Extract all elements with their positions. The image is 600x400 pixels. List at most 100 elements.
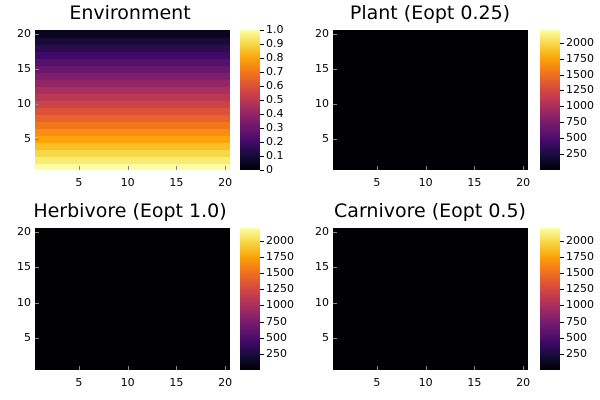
y-tick-label: 20 bbox=[17, 26, 31, 40]
colorbar-tick-mark bbox=[560, 289, 564, 291]
y-tick-mark bbox=[35, 33, 39, 35]
heatmap-row bbox=[35, 51, 230, 59]
colorbar-tick-label: 1750 bbox=[566, 51, 594, 65]
x-tick-mark bbox=[176, 166, 178, 170]
y-tick-mark bbox=[333, 33, 337, 35]
heatmap-row bbox=[35, 65, 230, 73]
colorbar-tick-mark bbox=[560, 42, 564, 44]
colorbar-tick-mark bbox=[560, 257, 564, 259]
x-tick-mark bbox=[225, 366, 227, 370]
chart-title: Environment bbox=[69, 2, 191, 24]
colorbar-tick-label: 0.7 bbox=[266, 65, 284, 78]
heatmap-row bbox=[333, 341, 528, 350]
colorbar-tick-label: 0.5 bbox=[266, 93, 284, 106]
x-tick-mark bbox=[376, 166, 378, 170]
colorbar-tick-mark bbox=[560, 154, 564, 156]
heatmap-row bbox=[35, 100, 230, 108]
heatmap-row bbox=[333, 93, 528, 101]
heatmap-row bbox=[35, 121, 230, 129]
y-tick-mark bbox=[333, 68, 337, 70]
heatmap-row bbox=[333, 156, 528, 164]
heatmap-row bbox=[35, 142, 230, 150]
colorbar-tick-label: 2000 bbox=[566, 233, 594, 247]
x-tick-label: 20 bbox=[218, 176, 233, 189]
heatmap-row bbox=[35, 79, 230, 87]
heatmap-row bbox=[333, 327, 528, 336]
heatmap-row bbox=[35, 128, 230, 136]
heatmap-row bbox=[333, 256, 528, 265]
colorbar-tick-label: 0.1 bbox=[266, 149, 284, 162]
heatmap-plot bbox=[333, 30, 528, 170]
colorbar-tick-mark bbox=[560, 74, 564, 76]
y-tick-mark bbox=[35, 231, 39, 233]
heatmap-row bbox=[35, 306, 230, 314]
heatmap-row bbox=[333, 121, 528, 129]
colorbar-tick-mark bbox=[260, 289, 264, 291]
x-tick-mark bbox=[225, 166, 227, 170]
colorbar-tick-label: 0.8 bbox=[266, 51, 284, 64]
y-tick-mark bbox=[35, 302, 39, 304]
heatmap-row bbox=[35, 242, 230, 250]
colorbar-tick-label: 1250 bbox=[566, 83, 594, 97]
heatmap-row bbox=[333, 242, 528, 250]
y-tick-mark bbox=[35, 103, 39, 105]
colorbar-tick-mark bbox=[260, 156, 264, 157]
colorbar-tick-label: 0.3 bbox=[266, 121, 284, 134]
colorbar-tick-label: 1000 bbox=[566, 298, 594, 312]
y-tick-mark bbox=[333, 267, 337, 269]
y-tick-label: 5 bbox=[24, 131, 31, 145]
heatmap-row bbox=[35, 249, 230, 257]
colorbar-tick-mark bbox=[260, 305, 264, 307]
heatmap-row bbox=[333, 235, 528, 243]
heatmap-row bbox=[333, 355, 528, 364]
colorbar-tick-mark bbox=[260, 353, 264, 355]
heatmap-row bbox=[333, 313, 528, 321]
y-tick-mark bbox=[333, 302, 337, 304]
heatmap-row bbox=[333, 30, 528, 38]
heatmap-row bbox=[333, 284, 528, 293]
chart-title: Plant (Eopt 0.25) bbox=[349, 2, 511, 24]
heatmap-row bbox=[35, 341, 230, 350]
heatmap-row bbox=[35, 156, 230, 164]
colorbar-tick-label: 1.0 bbox=[266, 23, 284, 36]
heatmap-row bbox=[333, 100, 528, 108]
heatmap-row bbox=[333, 51, 528, 59]
colorbar-tick-mark bbox=[560, 240, 564, 242]
y-tick-mark bbox=[35, 338, 39, 340]
heatmap-row bbox=[333, 135, 528, 143]
heatmap-plot bbox=[333, 228, 528, 370]
colorbar-tick-label: 250 bbox=[266, 346, 287, 360]
heatmap-row bbox=[333, 58, 528, 66]
heatmap-row bbox=[35, 299, 230, 307]
heatmap-row bbox=[333, 306, 528, 314]
heatmap-row bbox=[35, 235, 230, 243]
colorbar-tick-label: 2000 bbox=[566, 35, 594, 49]
colorbar-tick-mark bbox=[560, 273, 564, 275]
x-tick-mark bbox=[425, 366, 427, 370]
colorbar-tick-mark bbox=[560, 122, 564, 124]
colorbar-tick-label: 1500 bbox=[566, 266, 594, 280]
colorbar-tick-label: 250 bbox=[566, 147, 587, 161]
heatmap-row bbox=[333, 114, 528, 122]
colorbar-tick-label: 1000 bbox=[266, 298, 294, 312]
x-tick-label: 15 bbox=[169, 176, 184, 189]
heatmap-plot bbox=[35, 30, 230, 170]
x-tick-label: 10 bbox=[120, 176, 135, 189]
heatmap-row bbox=[35, 348, 230, 357]
x-tick-mark bbox=[425, 166, 427, 170]
y-tick-label: 10 bbox=[17, 295, 31, 309]
heatmap-row bbox=[333, 44, 528, 52]
heatmap-row bbox=[333, 65, 528, 73]
y-tick-mark bbox=[333, 138, 337, 140]
heatmap-row bbox=[35, 256, 230, 265]
y-tick-label: 5 bbox=[322, 331, 329, 345]
heatmap-row bbox=[333, 37, 528, 45]
x-tick-mark bbox=[474, 366, 476, 370]
heatmap-row bbox=[333, 348, 528, 357]
colorbar-tick-label: 750 bbox=[266, 314, 287, 328]
colorbar-tick-mark bbox=[260, 273, 264, 275]
heatmap-row bbox=[333, 86, 528, 94]
y-tick-label: 15 bbox=[17, 61, 31, 75]
colorbar-tick-mark bbox=[260, 321, 264, 323]
